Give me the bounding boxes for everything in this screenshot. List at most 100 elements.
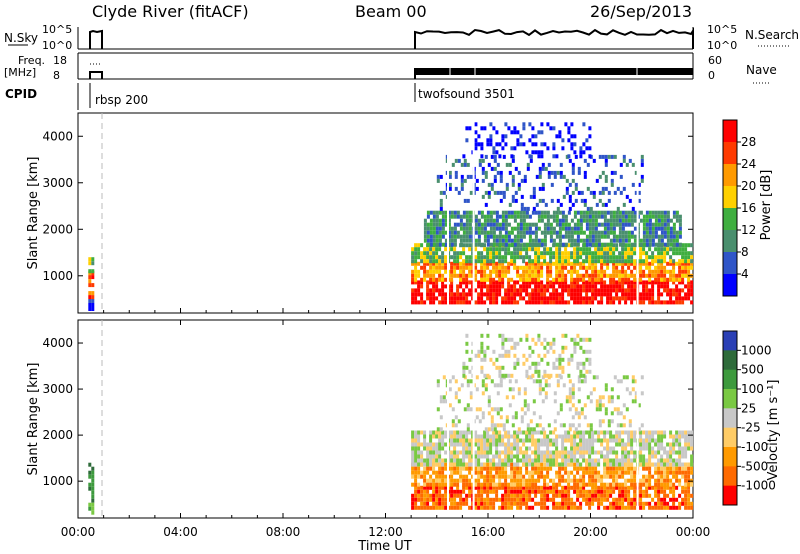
heatmap-cell xyxy=(414,478,418,483)
heatmap-cell xyxy=(540,238,544,243)
heatmap-cell xyxy=(468,485,472,490)
heatmap-cell xyxy=(439,202,443,207)
heatmap-cell xyxy=(678,273,682,278)
heatmap-cell xyxy=(600,478,604,483)
heatmap-cell xyxy=(537,474,541,479)
heatmap-cell xyxy=(594,210,598,215)
heatmap-cell xyxy=(594,242,598,247)
heatmap-cell xyxy=(426,454,430,459)
heatmap-cell xyxy=(573,222,577,227)
heatmap-cell xyxy=(501,373,505,378)
heatmap-cell xyxy=(621,269,625,274)
heatmap-cell xyxy=(469,174,473,179)
heatmap-cell xyxy=(498,458,502,463)
heatmap-cell xyxy=(570,442,574,447)
heatmap-cell xyxy=(631,162,635,167)
heatmap-cell xyxy=(642,214,646,219)
heatmap-cell xyxy=(528,485,532,490)
heatmap-cell xyxy=(651,214,655,219)
heatmap-cell xyxy=(540,273,544,278)
heatmap-cell xyxy=(651,261,655,266)
heatmap-cell xyxy=(582,265,586,270)
heatmap-cell xyxy=(423,238,427,243)
heatmap-cell xyxy=(654,242,658,247)
heatmap-cell xyxy=(429,226,433,231)
heatmap-cell xyxy=(420,505,424,510)
heatmap-cell xyxy=(504,218,508,223)
heatmap-cell xyxy=(582,454,586,459)
heatmap-cell xyxy=(534,438,538,443)
heatmap-cell xyxy=(498,226,502,231)
heatmap-cell xyxy=(537,300,541,305)
heatmap-cell xyxy=(579,273,583,278)
power-ylabel: Slant Range [km] xyxy=(26,157,41,270)
heatmap-cell xyxy=(453,442,457,447)
heatmap-cell xyxy=(663,269,667,274)
heatmap-cell xyxy=(543,214,547,219)
heatmap-cell xyxy=(591,238,595,243)
heatmap-cell xyxy=(642,493,646,498)
heatmap-cell xyxy=(651,242,655,247)
heatmap-cell xyxy=(540,265,544,270)
heatmap-cell xyxy=(441,218,445,223)
heatmap-cell xyxy=(598,403,602,408)
heatmap-cell xyxy=(663,489,667,494)
heatmap-cell xyxy=(462,277,466,282)
heatmap-cell xyxy=(525,493,529,498)
heatmap-cell xyxy=(639,478,643,483)
heatmap-cell xyxy=(615,238,619,243)
heatmap-cell xyxy=(687,470,691,475)
heatmap-cell xyxy=(564,277,568,282)
heatmap-cell xyxy=(495,430,499,435)
heatmap-cell xyxy=(540,122,544,127)
heatmap-cell xyxy=(565,399,569,404)
heatmap-cell xyxy=(88,474,92,479)
heatmap-cell xyxy=(591,497,595,502)
heatmap-cell xyxy=(501,337,505,342)
heatmap-cell xyxy=(612,462,616,467)
heatmap-cell xyxy=(627,234,631,239)
heatmap-cell xyxy=(438,474,442,479)
heatmap-cell xyxy=(564,489,568,494)
heatmap-cell xyxy=(477,478,481,483)
heatmap-cell xyxy=(498,214,502,219)
heatmap-cell xyxy=(450,458,454,463)
heatmap-cell xyxy=(690,434,694,439)
heatmap-cell xyxy=(579,438,583,443)
heatmap-cell xyxy=(583,415,587,420)
heatmap-cell xyxy=(438,505,442,510)
heatmap-cell xyxy=(483,485,487,490)
heatmap-cell xyxy=(687,474,691,479)
heatmap-cell xyxy=(579,462,583,467)
heatmap-cell xyxy=(537,238,541,243)
heatmap-cell xyxy=(411,269,415,274)
heatmap-cell xyxy=(618,493,622,498)
heatmap-cell xyxy=(507,446,511,451)
heatmap-cell xyxy=(88,462,92,467)
heatmap-cell xyxy=(531,470,535,475)
heatmap-cell xyxy=(486,210,490,215)
heatmap-cell xyxy=(577,190,581,195)
heatmap-cell xyxy=(495,466,499,471)
heatmap-cell xyxy=(568,407,572,412)
heatmap-cell xyxy=(591,438,595,443)
heatmap-cell xyxy=(450,454,454,459)
heatmap-cell xyxy=(577,423,581,428)
heatmap-cell xyxy=(591,255,595,260)
heatmap-cell xyxy=(423,222,427,227)
heatmap-cell xyxy=(444,434,448,439)
heatmap-cell xyxy=(606,247,610,252)
heatmap-cell xyxy=(501,234,505,239)
heatmap-cell xyxy=(645,280,649,285)
heatmap-cell xyxy=(514,411,518,416)
heatmap-cell xyxy=(642,505,646,510)
heatmap-cell xyxy=(498,369,502,374)
heatmap-cell xyxy=(678,277,682,282)
heatmap-cell xyxy=(459,273,463,278)
heatmap-cell xyxy=(450,489,454,494)
heatmap-cell xyxy=(579,485,583,490)
heatmap-cell xyxy=(531,373,535,378)
heatmap-cell xyxy=(525,373,529,378)
cpid-mode-0: rbsp 200 xyxy=(95,93,148,107)
